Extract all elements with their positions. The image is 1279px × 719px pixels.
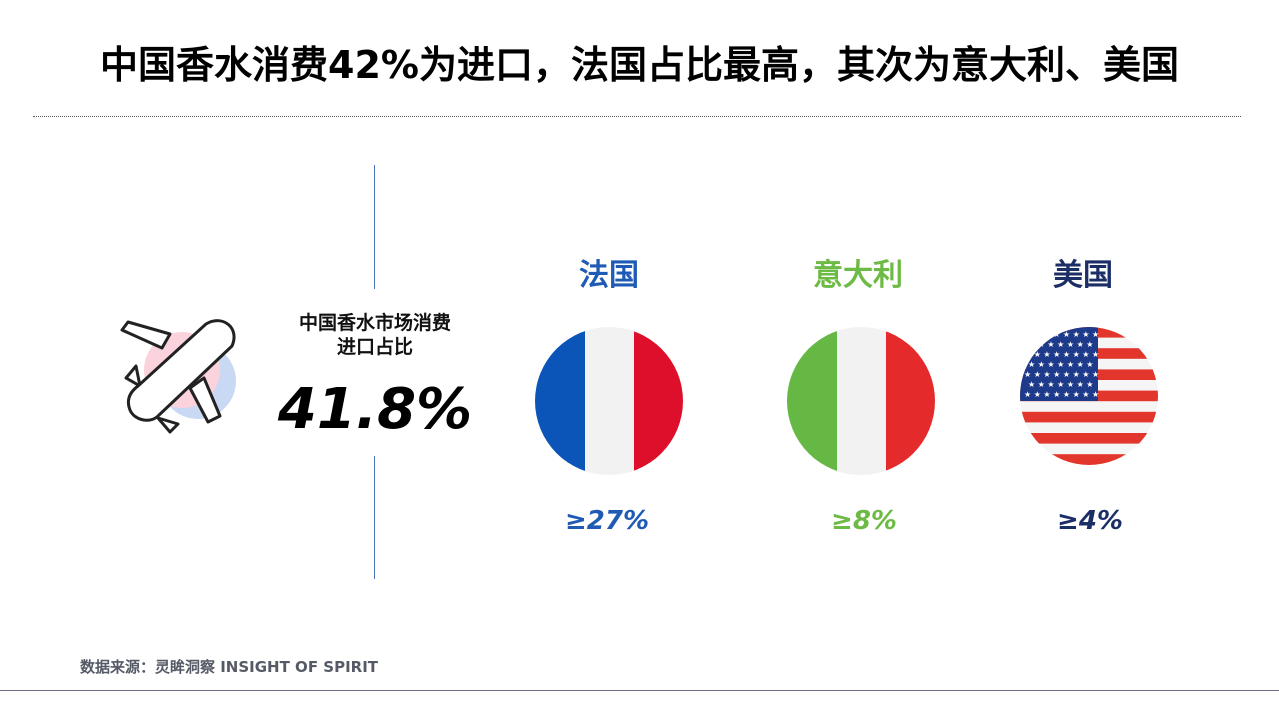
import-share-label-line1: 中国香水市场消费 <box>298 312 451 334</box>
title-divider <box>33 116 1241 117</box>
share-usa: ≥4% <box>1057 506 1123 536</box>
data-source: 数据来源：灵眸洞察 INSIGHT OF SPIRIT <box>80 658 379 676</box>
vertical-divider-bottom <box>374 456 375 579</box>
share-italy: ≥8% <box>831 506 897 536</box>
vertical-divider-top <box>374 165 375 289</box>
share-france: ≥27% <box>564 506 650 536</box>
svg-text:★ ★ ★ ★ ★ ★ ★ ★: ★ ★ ★ ★ ★ ★ ★ ★ <box>1024 350 1099 359</box>
country-name-usa: 美国 <box>1053 258 1113 293</box>
country-name-france: 法国 <box>579 258 639 293</box>
france-flag-icon <box>535 327 683 475</box>
svg-text:★ ★ ★ ★ ★ ★ ★: ★ ★ ★ ★ ★ ★ ★ <box>1028 360 1093 369</box>
footer-divider <box>0 690 1279 691</box>
svg-text:★ ★ ★ ★ ★ ★ ★: ★ ★ ★ ★ ★ ★ ★ <box>1028 340 1093 349</box>
svg-text:★ ★ ★ ★ ★ ★ ★: ★ ★ ★ ★ ★ ★ ★ <box>1028 380 1093 389</box>
import-share-label: 中国香水市场消费 进口占比 <box>270 311 480 359</box>
page-title: 中国香水消费42%为进口，法国占比最高，其次为意大利、美国 <box>100 43 1179 87</box>
airplane-icon <box>120 319 236 434</box>
import-share-label-line2: 进口占比 <box>336 336 413 358</box>
import-share-value: 41.8% <box>277 377 473 442</box>
country-name-italy: 意大利 <box>813 258 903 293</box>
italy-flag-icon <box>787 327 935 475</box>
svg-text:★ ★ ★ ★ ★ ★ ★ ★: ★ ★ ★ ★ ★ ★ ★ ★ <box>1024 390 1099 399</box>
svg-text:★ ★ ★ ★ ★ ★ ★ ★: ★ ★ ★ ★ ★ ★ ★ ★ <box>1024 330 1099 339</box>
svg-text:★ ★ ★ ★ ★ ★ ★ ★: ★ ★ ★ ★ ★ ★ ★ ★ <box>1024 370 1099 379</box>
usa-flag-icon: ★ ★ ★ ★ ★ ★ ★ ★ ★ ★ ★ ★ ★ ★ ★ ★ ★ ★ ★ ★ … <box>1020 327 1158 465</box>
